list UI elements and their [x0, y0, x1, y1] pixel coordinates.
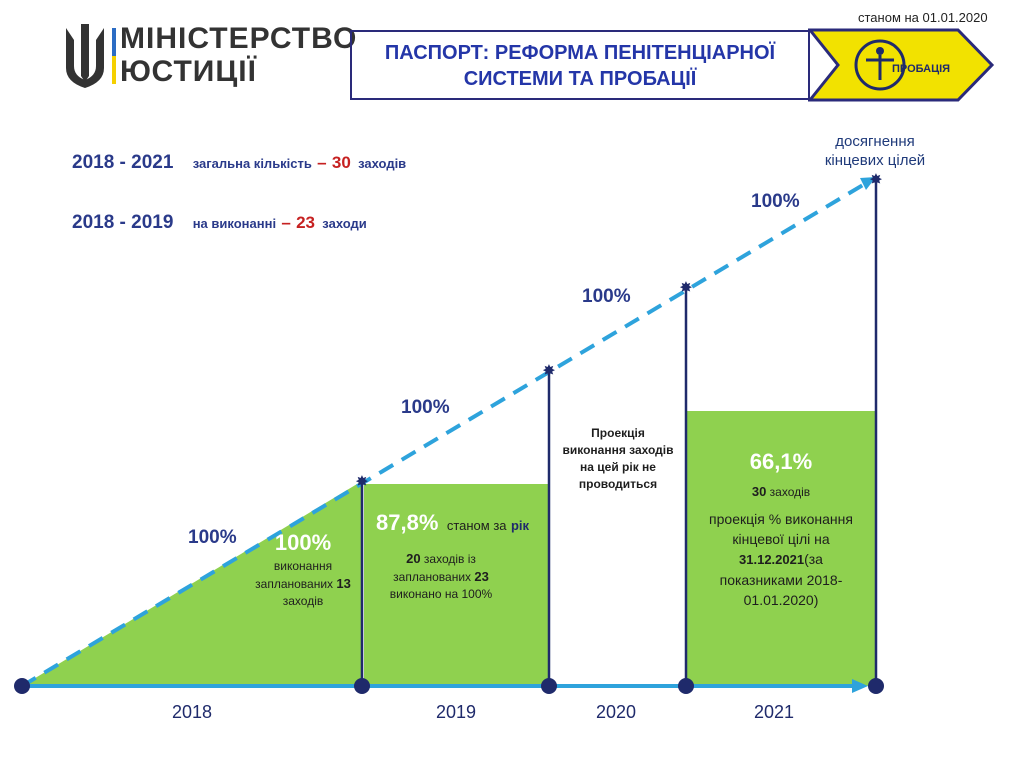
block-2018-line2: запланованих [255, 577, 334, 591]
passport-title-line1: ПАСПОРТ: РЕФОРМА ПЕНІТЕНЦІАРНОЇ [384, 42, 776, 64]
star-node-icon: ✸ [679, 280, 692, 297]
block-2019-line1: заходів із [423, 552, 476, 566]
block-2019-line2: запланованих [393, 570, 472, 584]
area-2019 [364, 484, 549, 686]
block-2019-done-count: 20 [406, 551, 421, 566]
block-2021-line1: проекція % виконання [709, 511, 853, 527]
year-label-2021: 2021 [754, 702, 795, 722]
goal-label: досягнення кінцевих цілей [800, 132, 950, 170]
block-2021-date: 31.12.2021 [739, 552, 805, 567]
block-2019-line3: виконано на 100% [389, 587, 493, 601]
ministry-name-line2: ЮСТИЦІЇ [120, 55, 257, 88]
ministry-name-line1: МІНІСТЕРСТВО [120, 22, 358, 55]
year-label-2018: 2018 [172, 702, 213, 722]
block-2018: 100% виконання запланованих 13 заходів [238, 530, 368, 610]
block-2021-percent: 66,1% [749, 449, 813, 474]
area-2021 [686, 411, 876, 686]
summary-progress-years: 2018 - 2019 [72, 212, 174, 233]
block-2021-line2: кінцевої цілі на [732, 531, 830, 547]
block-2019-suffix-a: станом за [446, 518, 507, 533]
ministry-name: МІНІСТЕРСТВО ЮСТИЦІЇ [120, 22, 357, 88]
goal-label-line1: досягнення [835, 133, 915, 150]
summary-progress-dash: – [281, 213, 291, 232]
block-2019-percent: 87,8% [376, 510, 439, 535]
block-2021-count-unit: заходів [769, 485, 811, 499]
block-2019-suffix-b: рік [510, 518, 530, 533]
slope-label-2018: 100% [188, 527, 237, 548]
summary-total-dash: – [317, 153, 327, 172]
probation-logo-text: ПРОБАЦІЯ [892, 63, 950, 75]
timeline-node [868, 678, 884, 694]
star-node-icon: ✸ [355, 474, 368, 491]
timeline-node [354, 678, 370, 694]
block-2021-line5: 01.01.2020) [743, 592, 819, 608]
timeline-arrowhead-icon [852, 679, 868, 693]
slope-label-2019: 100% [401, 397, 450, 418]
block-2019-planned-count: 23 [474, 569, 489, 584]
star-node-icon: ✸ [542, 363, 555, 380]
block-2020-line4: проводиться [578, 477, 658, 491]
year-label-2019: 2019 [436, 702, 477, 722]
slope-label-2020: 100% [582, 286, 631, 307]
block-2021-line4: показниками 2018- [719, 572, 843, 588]
target-arrowhead-icon [860, 177, 876, 190]
star-node-icon: ✸ [869, 172, 882, 189]
passport-title-line2: СИСТЕМИ ТА ПРОБАЦІЇ [463, 68, 697, 90]
passport-title-box: ПАСПОРТ: РЕФОРМА ПЕНІТЕНЦІАРНОЇ СИСТЕМИ … [350, 30, 810, 100]
block-2020-line2: виконання заходів [562, 443, 674, 457]
block-2020: Проекція виконання заходів на цей рік не… [552, 425, 684, 493]
timeline-node [678, 678, 694, 694]
logo-flag-stripe [112, 28, 116, 84]
summary-progress-unit: заходи [322, 216, 367, 231]
timeline-node [541, 678, 557, 694]
summary-progress-label: на виконанні [192, 216, 277, 231]
block-2018-line1: виконання [273, 559, 333, 573]
timeline-node [14, 678, 30, 694]
summary-total-unit: заходів [358, 156, 407, 171]
trident-emblem-icon [66, 24, 104, 88]
summary-total-label: загальна кількість [192, 156, 312, 171]
goal-label-line2: кінцевих цілей [824, 152, 926, 169]
block-2021: 66,1% 30 заходів проекція % виконання кі… [688, 449, 874, 610]
probation-logo-icon: ПРОБАЦІЯ [808, 28, 995, 102]
summary-row-total: 2018 - 2021 загальна кількість – 30 захо… [72, 152, 406, 174]
year-label-2020: 2020 [596, 702, 637, 722]
summary-total-count: 30 [331, 153, 351, 172]
as-of-date: станом на 01.01.2020 [858, 10, 988, 25]
block-2018-count: 13 [336, 576, 351, 591]
block-2018-line3: заходів [282, 594, 324, 608]
block-2021-count: 30 [751, 484, 767, 499]
slope-label-2021: 100% [751, 191, 800, 212]
block-2020-line3: на цей рік не [580, 460, 656, 474]
target-dashed-line [20, 180, 870, 688]
block-2018-percent: 100% [274, 530, 332, 555]
block-2019: 87,8% станом за рік 20 заходів із заплан… [376, 510, 551, 603]
summary-progress-count: 23 [296, 213, 316, 232]
summary-total-years: 2018 - 2021 [72, 152, 174, 173]
block-2021-line3: (за [804, 551, 823, 567]
summary-row-in-progress: 2018 - 2019 на виконанні – 23 заходи [72, 212, 367, 234]
block-2020-line1: Проекція [591, 426, 645, 440]
